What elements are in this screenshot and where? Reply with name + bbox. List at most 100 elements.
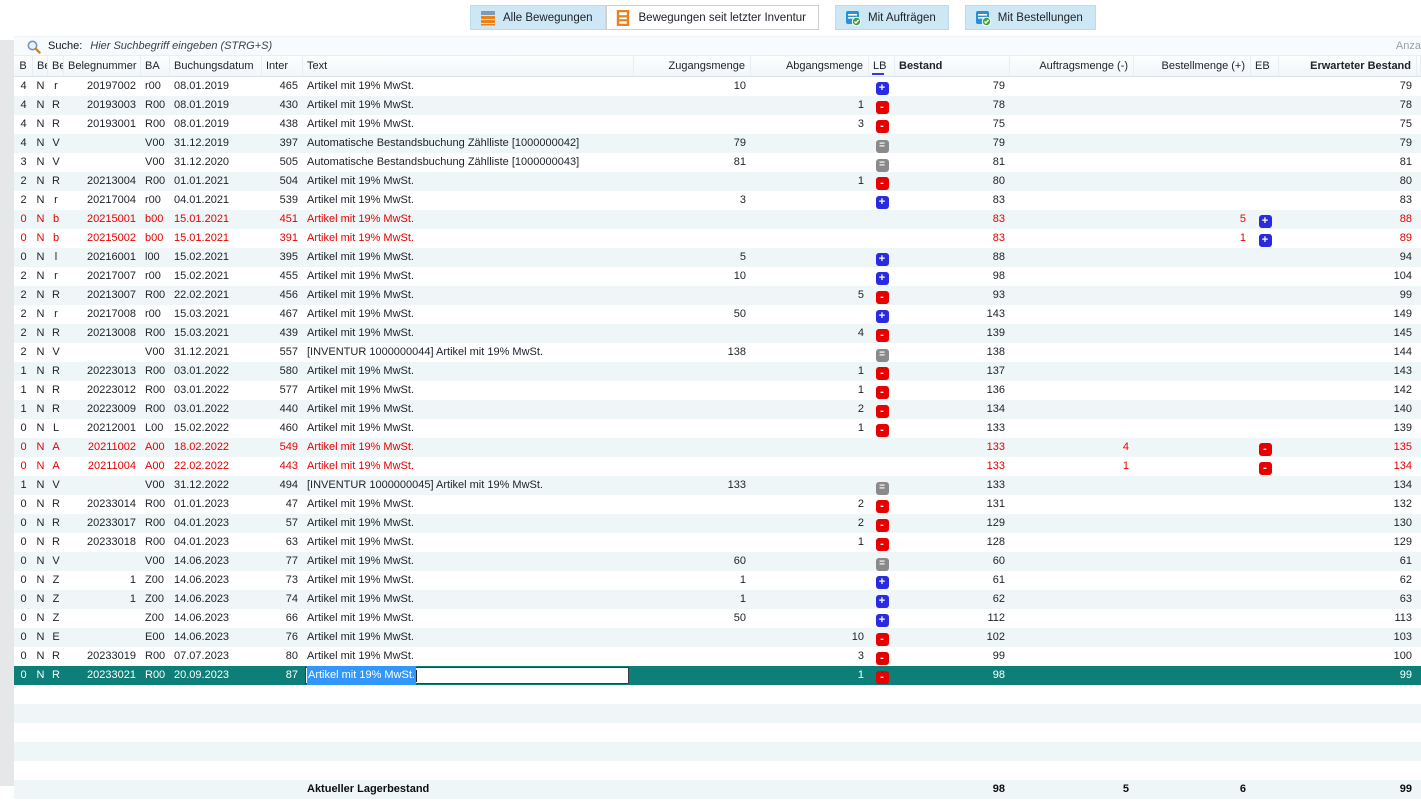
- table-row[interactable]: 2 N r 20217007 r00 15.02.2021 455 Artike…: [14, 267, 1421, 286]
- cell-filler: [1417, 666, 1421, 685]
- lb-equal-icon: =: [875, 140, 889, 153]
- cell-buchungsdatum: 08.01.2019: [174, 80, 230, 92]
- cell-b: 0: [20, 574, 27, 586]
- cell-belegnummer: 20212001: [87, 422, 136, 434]
- lb-minus-icon: -: [875, 386, 889, 399]
- header-belegnummer[interactable]: Belegnummer: [64, 56, 141, 76]
- header-erwarteter-bestand[interactable]: Erwarteter Bestand: [1279, 56, 1417, 76]
- cell-buchungsdatum: 04.01.2023: [174, 517, 230, 529]
- header-buchungsdatum[interactable]: Buchungsdatum: [170, 56, 262, 76]
- table-row[interactable]: 0 N Z Z00 14.06.2023 66 Artikel mit 19% …: [14, 609, 1421, 628]
- summary-auftragsmenge: 5: [1122, 783, 1129, 795]
- cell-ba: R00: [145, 99, 166, 111]
- table-row[interactable]: 2 N R 20213004 R00 01.01.2021 504 Artike…: [14, 172, 1421, 191]
- header-zugangsmenge[interactable]: Zugangsmenge: [634, 56, 751, 76]
- window-left-gutter: [0, 40, 14, 786]
- button-label: Mit Bestellungen: [997, 11, 1083, 24]
- table-row[interactable]: 1 N R 20223009 R00 03.01.2022 440 Artike…: [14, 400, 1421, 419]
- header-inter[interactable]: Inter: [262, 56, 303, 76]
- header-bestellmenge[interactable]: Bestellmenge (+): [1134, 56, 1251, 76]
- table-row[interactable]: 0 N R 20233014 R00 01.01.2023 47 Artikel…: [14, 495, 1421, 514]
- table-row[interactable]: 0 N A 20211002 A00 18.02.2022 549 Artike…: [14, 438, 1421, 457]
- text-edit-field[interactable]: Artikel mit 19% MwSt.: [305, 666, 629, 685]
- header-be2[interactable]: Be: [48, 56, 64, 76]
- cell-auftragsmenge: [1010, 343, 1134, 362]
- cell-erwarteter-bestand: 104: [1393, 270, 1412, 282]
- cell-auftragsmenge: [1010, 552, 1134, 571]
- cell-belegnummer: 1: [129, 574, 136, 586]
- table-row[interactable]: 4 N r 20197002 r00 08.01.2019 465 Artike…: [14, 77, 1421, 96]
- cell-b: 2: [20, 194, 27, 206]
- table-row[interactable]: 0 N R 20233018 R00 04.01.2023 63 Artikel…: [14, 533, 1421, 552]
- table-row[interactable]: 0 N L 20212001 L00 15.02.2022 460 Artike…: [14, 419, 1421, 438]
- mit-auftraegen-button[interactable]: Mit Aufträgen: [835, 5, 949, 30]
- table-row[interactable]: 1 N R 20223012 R00 03.01.2022 577 Artike…: [14, 381, 1421, 400]
- cell-filler: [1417, 210, 1421, 229]
- cell-bestand: 98: [992, 669, 1005, 681]
- table-row[interactable]: 4 N R 20193003 R00 08.01.2019 430 Artike…: [14, 96, 1421, 115]
- lb-plus-icon: +: [875, 82, 889, 95]
- table-row[interactable]: 4 N R 20193001 R00 08.01.2019 438 Artike…: [14, 115, 1421, 134]
- cell-b: 2: [20, 270, 27, 282]
- table-row[interactable]: 2 N R 20213007 R00 22.02.2021 456 Artike…: [14, 286, 1421, 305]
- table-row[interactable]: 0 N R 20233021 R00 20.09.2023 87 Artikel…: [14, 666, 1421, 685]
- table-row[interactable]: 0 N b 20215001 b00 15.01.2021 451 Artike…: [14, 210, 1421, 229]
- cell-buchungsdatum: 01.01.2023: [174, 498, 230, 510]
- table-row[interactable]: 0 N V V00 14.06.2023 77 Artikel mit 19% …: [14, 552, 1421, 571]
- header-auftragsmenge[interactable]: Auftragsmenge (-): [1010, 56, 1134, 76]
- cell-auftragsmenge: [1010, 172, 1134, 191]
- header-ba[interactable]: BA: [141, 56, 170, 76]
- cell-erwarteter-bestand: 144: [1393, 346, 1412, 358]
- mit-bestellungen-button[interactable]: Mit Bestellungen: [964, 5, 1096, 30]
- cell-bestellmenge: [1134, 381, 1251, 400]
- table-row[interactable]: 0 N Z 1 Z00 14.06.2023 74 Artikel mit 19…: [14, 590, 1421, 609]
- cell-inter: 455: [279, 270, 298, 282]
- table-row[interactable]: 1 N R 20223013 R00 03.01.2022 580 Artike…: [14, 362, 1421, 381]
- cell-b: 0: [20, 593, 27, 605]
- table-row[interactable]: 0 N Z 1 Z00 14.06.2023 73 Artikel mit 19…: [14, 571, 1421, 590]
- cell-filler: [1417, 172, 1421, 191]
- table-row[interactable]: 0 N E E00 14.06.2023 76 Artikel mit 19% …: [14, 628, 1421, 647]
- header-be1[interactable]: Be: [33, 56, 48, 76]
- table-row[interactable]: 2 N V V00 31.12.2021 557 [INVENTUR 10000…: [14, 343, 1421, 362]
- table-row[interactable]: 2 N r 20217004 r00 04.01.2021 539 Artike…: [14, 191, 1421, 210]
- table-row[interactable]: 2 N r 20217008 r00 15.03.2021 467 Artike…: [14, 305, 1421, 324]
- header-text[interactable]: Text: [303, 56, 634, 76]
- search-input[interactable]: Hier Suchbegriff eingeben (STRG+S): [90, 40, 273, 52]
- cell-filler: [1417, 134, 1421, 153]
- cell-erwarteter-bestand: 62: [1399, 574, 1412, 586]
- table-row[interactable]: 0 N R 20233019 R00 07.07.2023 80 Artikel…: [14, 647, 1421, 666]
- table-row[interactable]: 1 N V V00 31.12.2022 494 [INVENTUR 10000…: [14, 476, 1421, 495]
- table-row[interactable]: 0 N A 20211004 A00 22.02.2022 443 Artike…: [14, 457, 1421, 476]
- bewegungen-seit-inventur-button[interactable]: Bewegungen seit letzter Inventur: [605, 5, 820, 30]
- header-lb[interactable]: LB: [869, 56, 895, 76]
- cell-ba: Z00: [145, 593, 164, 605]
- cell-text: Artikel mit 19% MwSt.: [307, 612, 414, 624]
- cell-filler: [1417, 476, 1421, 495]
- alle-bewegungen-button[interactable]: Alle Bewegungen: [470, 5, 606, 30]
- search-right-text: Anza: [1395, 40, 1421, 52]
- cell-inter: 87: [285, 669, 298, 681]
- table-row[interactable]: 0 N b 20215002 b00 15.01.2021 391 Artike…: [14, 229, 1421, 248]
- table-row[interactable]: 0 N R 20233017 R00 04.01.2023 57 Artikel…: [14, 514, 1421, 533]
- cell-buchungsdatum: 14.06.2023: [174, 593, 230, 605]
- cell-lb: =: [869, 343, 895, 362]
- cell-auftragsmenge: [1010, 609, 1134, 628]
- table-row[interactable]: 2 N R 20213008 R00 15.03.2021 439 Artike…: [14, 324, 1421, 343]
- table-row[interactable]: 3 N V V00 31.12.2020 505 Automatische Be…: [14, 153, 1421, 172]
- cell-be2: R: [52, 289, 60, 301]
- cell-buchungsdatum: 20.09.2023: [174, 669, 230, 681]
- table-row[interactable]: 0 N l 20216001 l00 15.02.2021 395 Artike…: [14, 248, 1421, 267]
- header-bestand[interactable]: Bestand: [895, 56, 1010, 76]
- header-eb[interactable]: EB: [1251, 56, 1279, 76]
- cell-abgangsmenge: 1: [857, 422, 864, 434]
- cell-bestand: 102: [986, 631, 1005, 643]
- cell-be2: V: [52, 555, 60, 567]
- header-abgangsmenge[interactable]: Abgangsmenge: [751, 56, 869, 76]
- cell-buchungsdatum: 14.06.2023: [174, 612, 230, 624]
- table-row[interactable]: 4 N V V00 31.12.2019 397 Automatische Be…: [14, 134, 1421, 153]
- header-b[interactable]: B: [14, 56, 33, 76]
- cell-inter: 430: [279, 99, 298, 111]
- cell-eb: [1251, 248, 1279, 267]
- cell-be2: r: [54, 270, 58, 282]
